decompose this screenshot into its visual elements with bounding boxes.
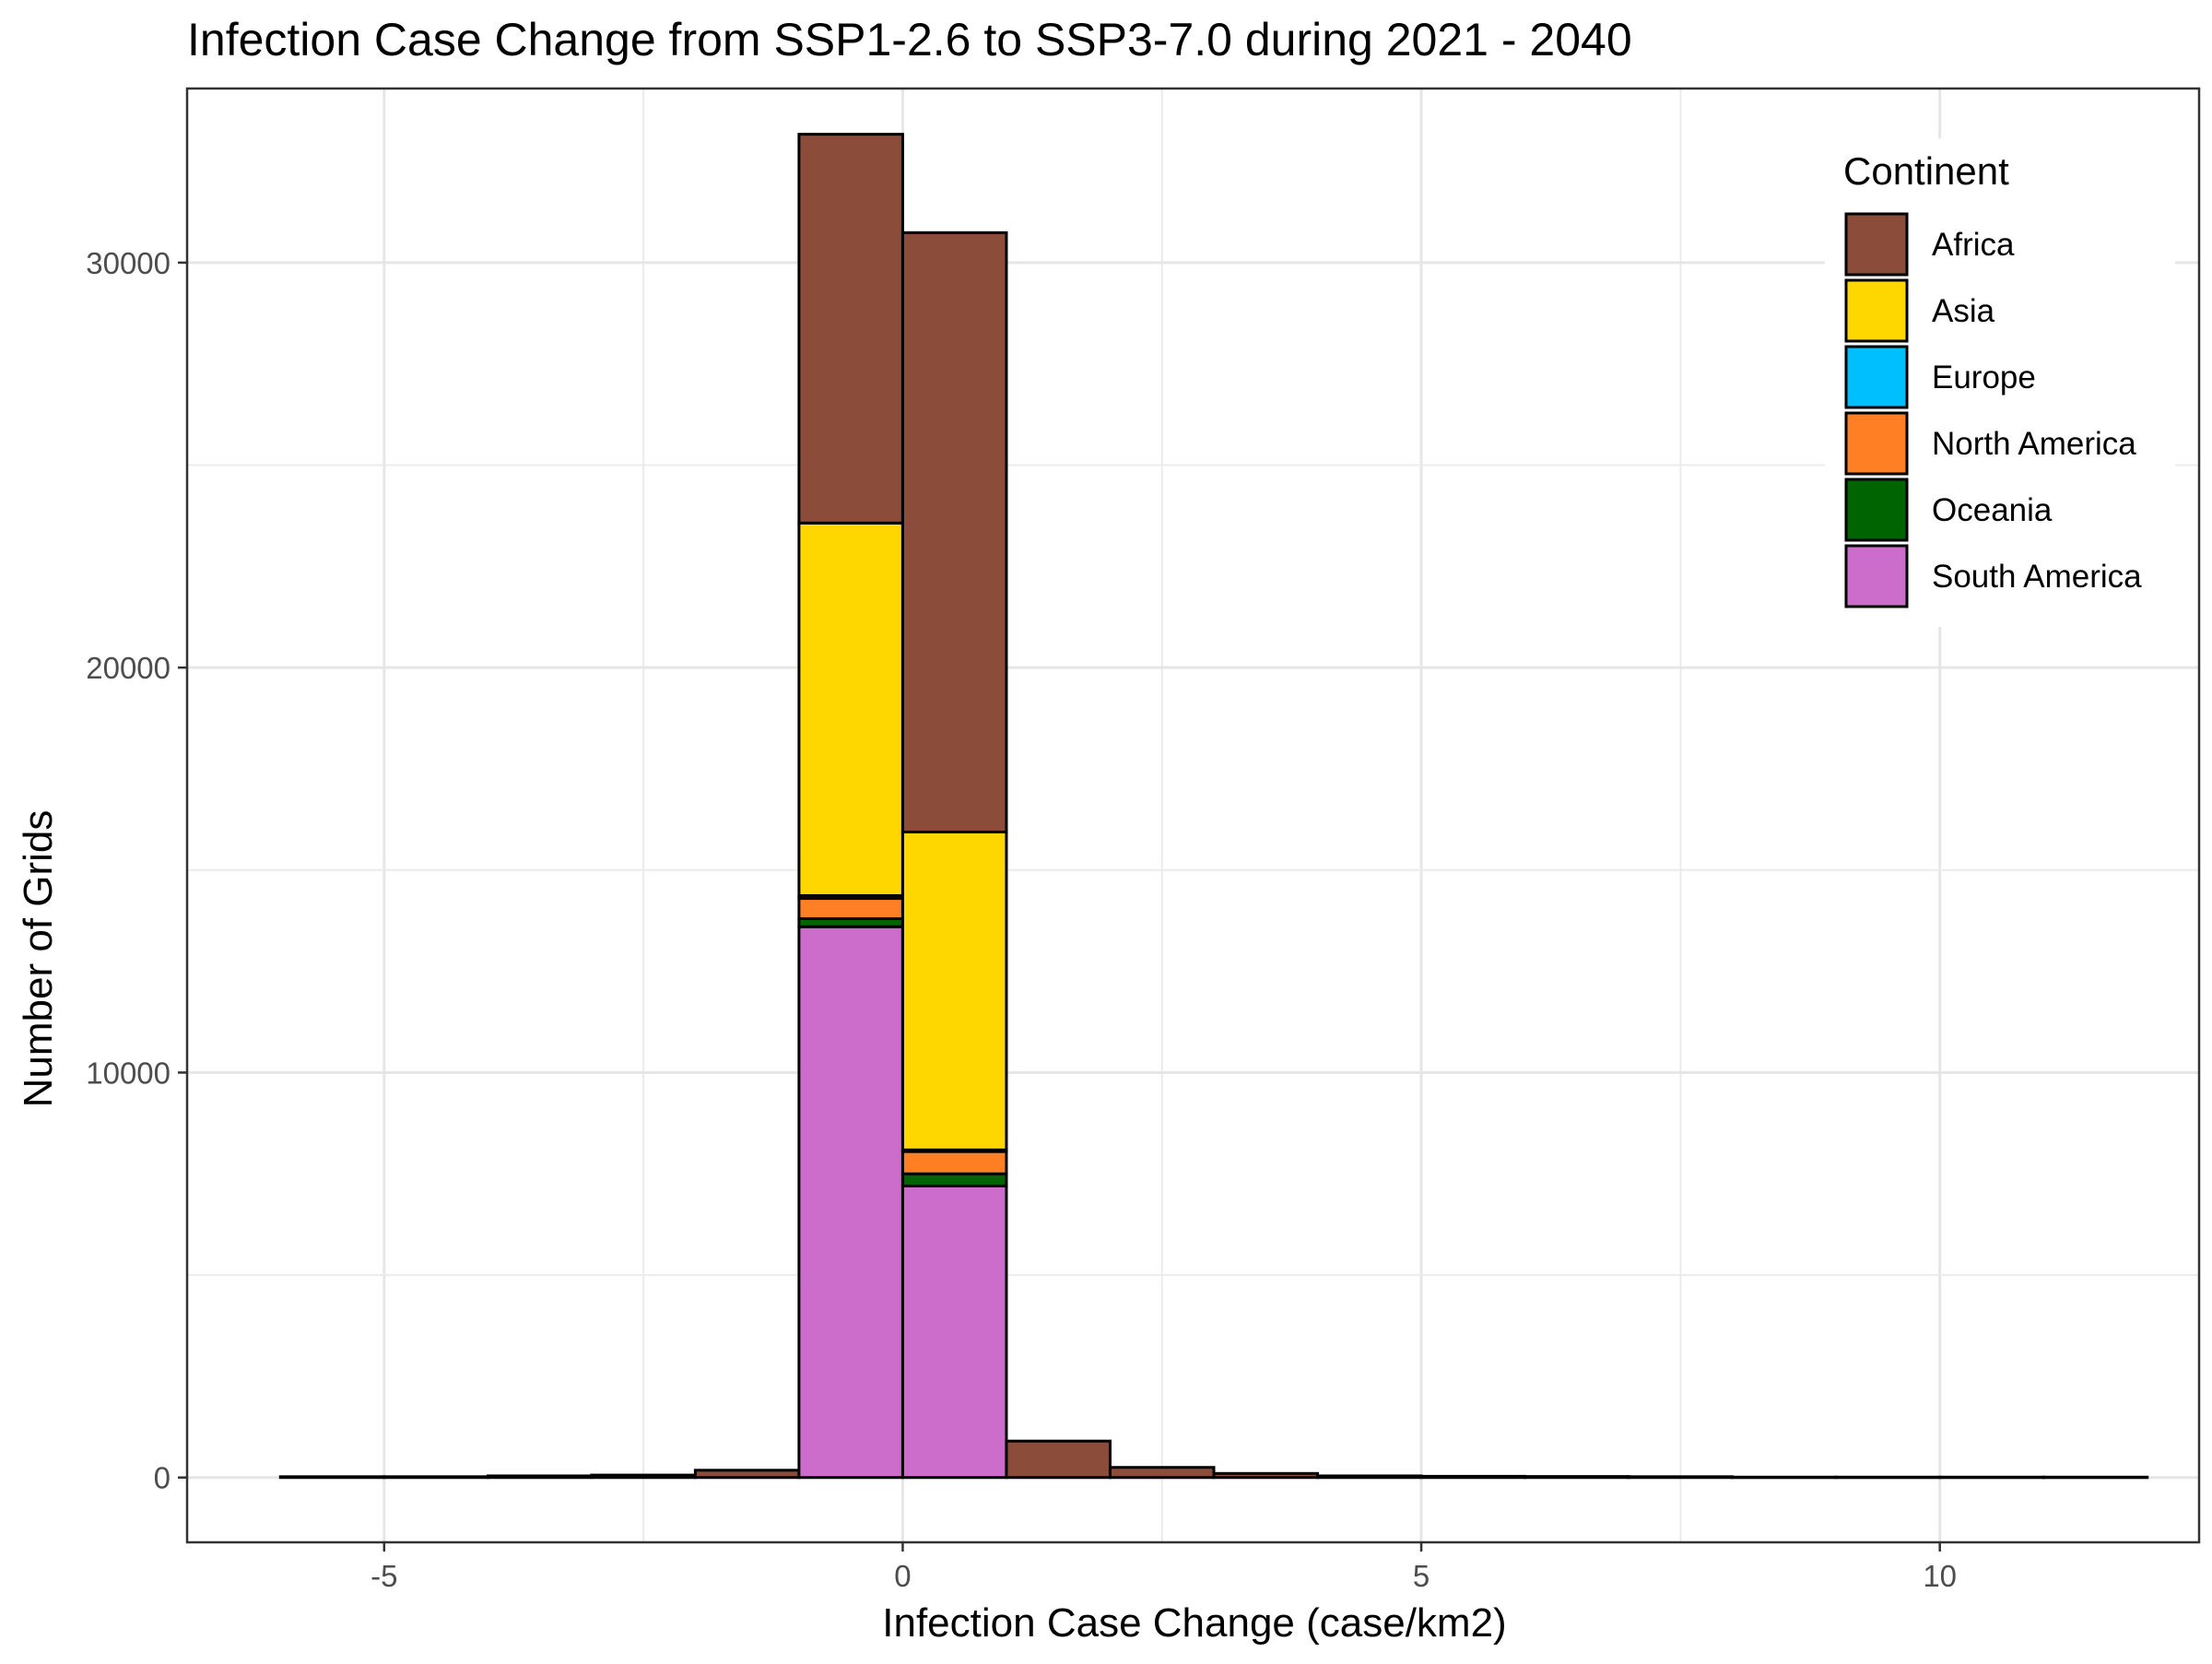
legend-title: Continent — [1843, 149, 2009, 193]
histogram-bar-segment — [900, 1172, 1008, 1187]
legend-swatch — [1844, 345, 1909, 409]
histogram-bar-segment — [900, 230, 1008, 834]
legend-swatch — [1844, 411, 1909, 476]
legend-swatch — [1844, 544, 1909, 608]
histogram-bar-segment — [1212, 1471, 1320, 1480]
histogram-bar-segment — [1731, 1475, 1838, 1480]
x-tick-label: -5 — [371, 1559, 397, 1593]
legend-swatch — [1844, 478, 1909, 542]
histogram-bar-segment — [1419, 1474, 1527, 1480]
plot-border — [185, 87, 2201, 1544]
histogram-bar-segment — [382, 1475, 489, 1480]
histogram-bar-segment — [590, 1473, 697, 1480]
x-tick-label: 10 — [1923, 1559, 1957, 1593]
histogram-bar-segment — [797, 133, 904, 525]
histogram-bar-segment — [1005, 1439, 1112, 1480]
legend-items: Africa Asia Europe North America Oceania Sout… — [1844, 212, 2142, 608]
legend-swatch — [1844, 278, 1909, 343]
chart-title: Infection Case Change from SSP1-2.6 to S… — [187, 14, 1632, 65]
histogram-bar-segment — [278, 1475, 386, 1480]
legend-swatch — [1844, 212, 1909, 277]
histogram-bar-segment — [1834, 1475, 1942, 1480]
legend-label: Asia — [1932, 293, 1995, 329]
histogram-bar-segment — [2041, 1475, 2149, 1480]
histogram-bar-segment — [1524, 1475, 1630, 1480]
y-axis-title: Number of Grids — [16, 810, 61, 1108]
bars-layer — [278, 133, 2149, 1480]
y-tick-label: 20000 — [86, 651, 171, 685]
y-tick-label: 0 — [154, 1461, 171, 1495]
x-axis-title: Infection Case Change (case/km2) — [882, 1600, 1506, 1646]
x-tick-label: 5 — [1413, 1559, 1430, 1593]
histogram-bar-segment — [900, 1150, 1008, 1175]
histogram-bar-segment — [486, 1474, 594, 1480]
legend-label: North America — [1932, 426, 2136, 462]
histogram-bar-segment — [797, 521, 904, 897]
histogram-bar-segment — [900, 831, 1008, 1151]
legend-label: Africa — [1932, 227, 2015, 263]
legend-label: Europe — [1932, 360, 2036, 395]
y-tick-label: 10000 — [86, 1056, 171, 1090]
y-tick-label: 30000 — [86, 246, 171, 280]
histogram-bar-segment — [1316, 1474, 1423, 1480]
legend: Continent Africa Asia Europe North America O… — [1825, 138, 2175, 627]
histogram-bar-segment — [1108, 1466, 1216, 1480]
legend-label: Oceania — [1932, 492, 2053, 528]
axes-layer: -5 0 5 10 0 10000 20000 30000 — [86, 87, 2201, 1593]
histogram-bar-segment — [693, 1469, 801, 1480]
x-tick-label: 0 — [894, 1559, 911, 1593]
histogram-bar-segment — [797, 897, 904, 921]
legend-label: South America — [1932, 559, 2142, 595]
histogram-bar-segment — [1938, 1475, 2045, 1480]
histogram-bar-segment — [900, 1184, 1008, 1480]
histogram-bar-segment — [1627, 1475, 1735, 1480]
histogram-bar-segment — [797, 925, 904, 1480]
